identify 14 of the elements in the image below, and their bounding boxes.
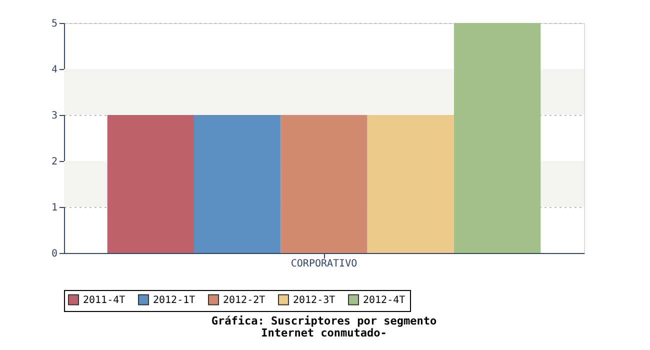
text: Gráfica: Suscriptores por segmento [211, 314, 437, 328]
y-tick-label: 1 [51, 202, 58, 214]
legend-label: 2011-4T [83, 294, 126, 306]
legend-label: 2012-3T [293, 294, 336, 306]
y-tick-label: 3 [51, 110, 58, 122]
y-tick-label: 5 [51, 18, 58, 30]
y-tick-label: 2 [51, 156, 58, 168]
x-tick-label: CORPORATIVO [290, 258, 358, 270]
legend-label: 2012-4T [363, 294, 406, 306]
legend-label: 2012-2T [223, 294, 266, 306]
y-tick-label: 0 [51, 248, 58, 260]
y-tick-label: 4 [51, 64, 58, 76]
text: Internet conmutado- [261, 326, 387, 340]
legend-label: 2012-1T [153, 294, 196, 306]
